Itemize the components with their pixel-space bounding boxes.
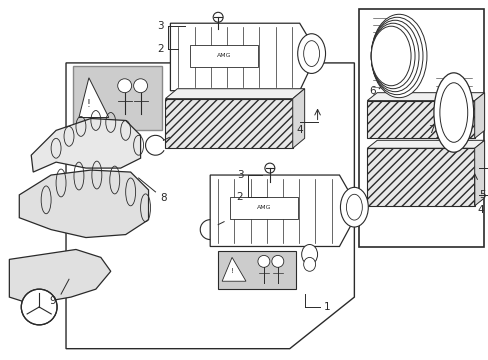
Bar <box>73 66 162 130</box>
Polygon shape <box>292 89 304 148</box>
Text: 8: 8 <box>160 193 166 203</box>
Polygon shape <box>9 249 111 304</box>
Ellipse shape <box>370 23 414 89</box>
Text: 6: 6 <box>368 86 375 96</box>
Ellipse shape <box>271 255 283 267</box>
Ellipse shape <box>303 257 315 271</box>
Text: 2: 2 <box>236 192 243 202</box>
Text: 3: 3 <box>157 21 163 31</box>
Ellipse shape <box>370 20 418 92</box>
Text: 1: 1 <box>324 302 330 312</box>
Ellipse shape <box>303 41 319 67</box>
Bar <box>359 9 483 247</box>
Text: 7: 7 <box>427 125 433 135</box>
Text: 9: 9 <box>50 296 56 306</box>
Polygon shape <box>474 93 484 138</box>
Text: 5: 5 <box>478 190 485 200</box>
Ellipse shape <box>340 187 367 227</box>
Polygon shape <box>366 140 484 148</box>
Bar <box>190 45 257 67</box>
Bar <box>366 148 474 206</box>
Polygon shape <box>79 78 108 117</box>
Bar <box>230 197 297 219</box>
Polygon shape <box>222 257 245 281</box>
Text: !: ! <box>230 268 233 274</box>
Ellipse shape <box>213 12 223 22</box>
Polygon shape <box>165 89 304 99</box>
Ellipse shape <box>370 17 422 95</box>
Bar <box>165 99 292 148</box>
Text: 4: 4 <box>296 125 303 135</box>
Ellipse shape <box>370 14 426 98</box>
Ellipse shape <box>433 73 473 152</box>
Ellipse shape <box>346 194 362 220</box>
Ellipse shape <box>297 34 325 73</box>
Text: AMG: AMG <box>216 54 231 58</box>
Ellipse shape <box>257 255 269 267</box>
Ellipse shape <box>439 83 467 142</box>
Bar <box>366 100 474 138</box>
Polygon shape <box>210 175 359 247</box>
Ellipse shape <box>264 163 274 173</box>
Bar <box>218 251 295 289</box>
Polygon shape <box>474 140 484 206</box>
Text: AMG: AMG <box>256 205 270 210</box>
Ellipse shape <box>301 244 317 264</box>
Ellipse shape <box>370 26 410 86</box>
Polygon shape <box>170 23 317 91</box>
Polygon shape <box>19 170 148 238</box>
Text: 4: 4 <box>476 205 483 215</box>
Ellipse shape <box>118 79 131 93</box>
Text: 2: 2 <box>157 44 163 54</box>
Text: !: ! <box>87 99 91 109</box>
Polygon shape <box>366 93 484 100</box>
Polygon shape <box>31 118 141 172</box>
Ellipse shape <box>21 289 57 325</box>
Ellipse shape <box>133 79 147 93</box>
Text: 3: 3 <box>236 170 243 180</box>
